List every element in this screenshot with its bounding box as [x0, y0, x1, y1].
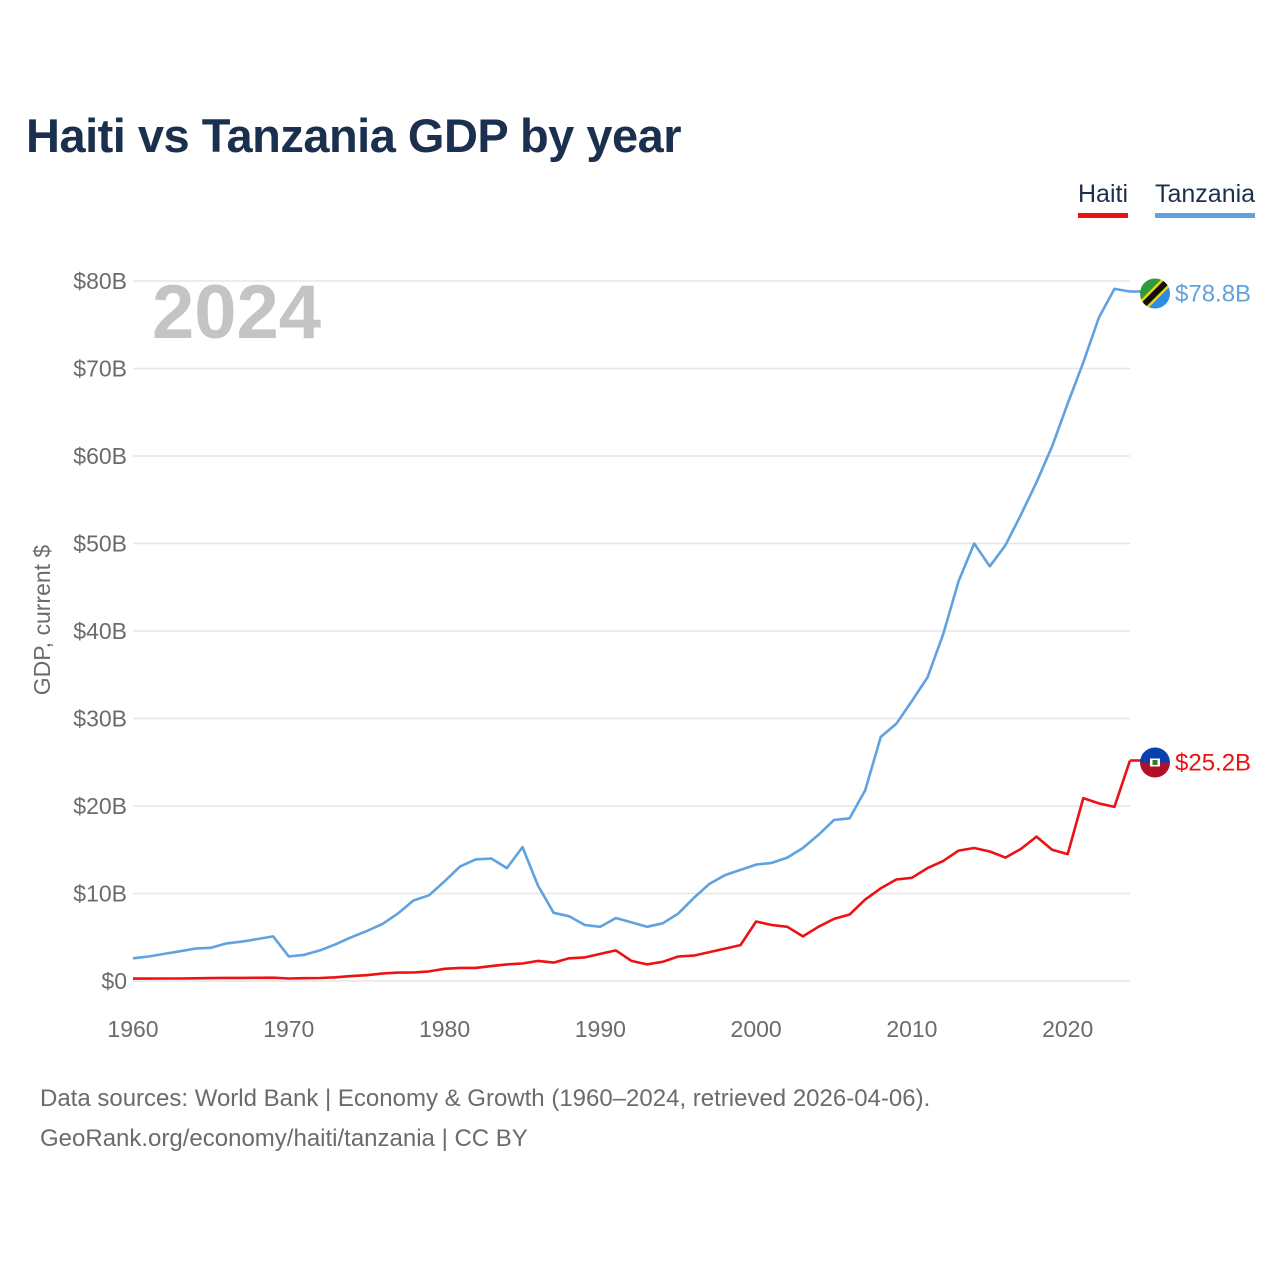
- y-tick-label: $10B: [73, 881, 127, 907]
- legend-item-tanzania[interactable]: Tanzania: [1155, 180, 1256, 218]
- year-watermark: 2024: [152, 270, 321, 355]
- x-tick-label: 1960: [107, 1016, 158, 1042]
- x-tick-label: 2000: [731, 1016, 782, 1042]
- y-tick-label: $20B: [73, 793, 127, 819]
- y-tick-label: $40B: [73, 618, 127, 644]
- y-tick-label: $30B: [73, 706, 127, 732]
- x-tick-label: 1980: [419, 1016, 470, 1042]
- source-note: Data sources: World Bank | Economy & Gro…: [40, 1085, 931, 1112]
- y-tick-label: $50B: [73, 531, 127, 557]
- end-value-label-tanzania: $78.8B: [1175, 281, 1251, 308]
- x-tick-label: 1970: [263, 1016, 314, 1042]
- source-url: GeoRank.org/economy/haiti/tanzania | CC …: [40, 1125, 528, 1152]
- y-tick-label: $80B: [73, 268, 127, 294]
- x-tick-label: 2010: [886, 1016, 937, 1042]
- end-value-label-haiti: $25.2B: [1175, 750, 1251, 777]
- x-tick-label: 1990: [575, 1016, 626, 1042]
- series-line-haiti[interactable]: [133, 760, 1132, 980]
- y-tick-label: $60B: [73, 443, 127, 469]
- y-axis-label: GDP, current $: [29, 545, 55, 696]
- legend-item-haiti[interactable]: Haiti: [1078, 180, 1129, 218]
- x-tick-label: 2020: [1042, 1016, 1093, 1042]
- tanzania-flag-icon: [1140, 278, 1170, 309]
- series-line-tanzania[interactable]: [132, 287, 1131, 960]
- haiti-flag-icon: [1140, 747, 1170, 778]
- chart-title: Haiti vs Tanzania GDP by year: [26, 109, 682, 162]
- y-tick-label: $0: [101, 968, 127, 994]
- y-tick-label: $70B: [73, 356, 127, 382]
